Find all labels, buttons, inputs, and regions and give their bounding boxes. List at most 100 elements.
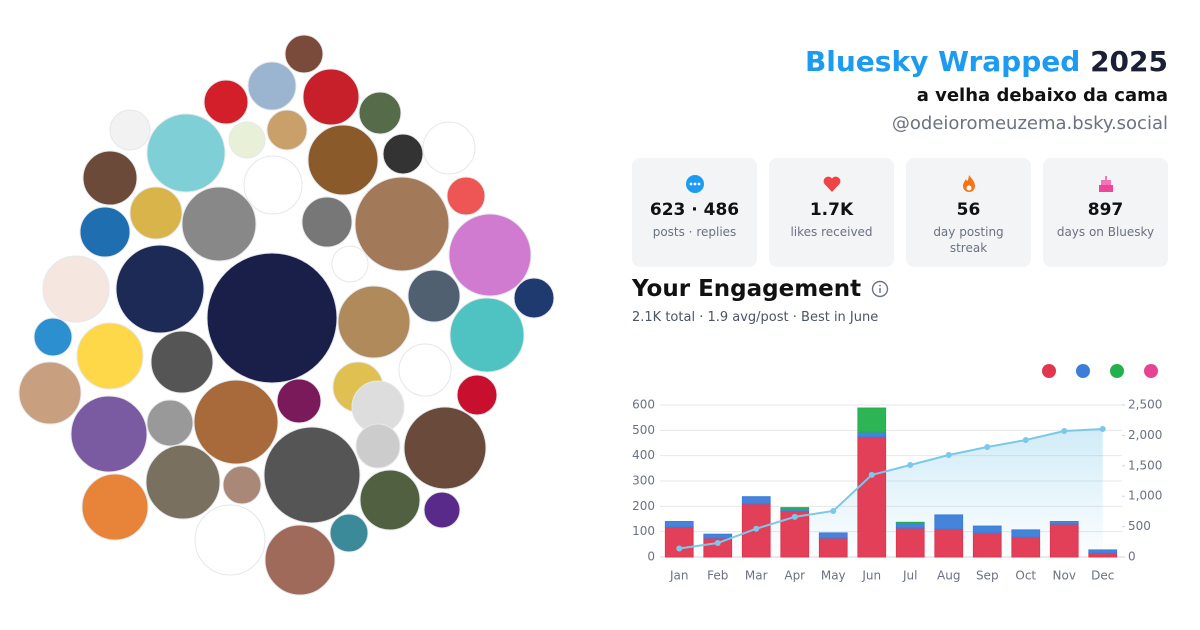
avatar[interactable] — [337, 285, 411, 359]
avatar[interactable] — [422, 121, 476, 175]
brand: Bluesky Wrapped — [804, 45, 1081, 78]
line-point — [868, 471, 875, 478]
avatar[interactable] — [264, 524, 336, 596]
bar-segment — [703, 533, 733, 539]
bar-segment — [895, 521, 925, 524]
x-tick-label: Sep — [976, 569, 999, 583]
avatar[interactable] — [194, 504, 266, 576]
avatar[interactable] — [243, 155, 303, 215]
bar-segment — [934, 528, 964, 558]
avatar[interactable] — [403, 406, 487, 490]
title: Bluesky Wrapped 2025 — [788, 44, 1168, 80]
avatar[interactable] — [307, 124, 379, 196]
bar-segment — [857, 407, 887, 433]
section-title: Your Engagement — [632, 276, 862, 302]
avatar[interactable] — [359, 469, 421, 531]
avatar[interactable] — [247, 61, 297, 111]
avatar[interactable] — [302, 68, 360, 126]
bar-segment — [1049, 523, 1079, 558]
section-heading: Your Engagement — [632, 276, 889, 302]
avatar[interactable] — [449, 297, 525, 373]
avatar[interactable] — [115, 244, 205, 334]
avatar[interactable] — [181, 186, 257, 262]
avatar[interactable] — [301, 196, 353, 248]
y-tick-label: 500 — [632, 423, 655, 437]
avatar-cloud — [18, 34, 555, 596]
avatar[interactable] — [145, 444, 221, 520]
info-icon[interactable] — [871, 280, 889, 298]
avatar[interactable] — [203, 79, 249, 125]
bar-segment — [895, 522, 925, 529]
legend-icon[interactable] — [1144, 364, 1158, 378]
avatar[interactable] — [329, 513, 369, 553]
avatar[interactable] — [129, 186, 183, 240]
avatar[interactable] — [109, 109, 151, 151]
bar-segment — [1088, 549, 1118, 554]
y-tick-label: 300 — [632, 474, 655, 488]
avatar[interactable] — [76, 322, 144, 390]
legend-icon[interactable] — [1042, 364, 1056, 378]
avatar[interactable] — [266, 109, 308, 151]
avatar[interactable] — [331, 245, 369, 283]
avatar[interactable] — [193, 379, 279, 465]
icon — [1098, 176, 1113, 192]
avatar[interactable] — [448, 213, 532, 297]
avatar[interactable] — [222, 465, 262, 505]
avatar[interactable] — [382, 133, 424, 175]
avatar[interactable] — [206, 252, 338, 384]
avatar[interactable] — [354, 176, 450, 272]
avatar[interactable] — [263, 426, 361, 524]
profile: a velha debaixo da cama @odeioromeuzema.… — [788, 82, 1168, 138]
summary: 2.1K total · 1.9 avg/post · Best in June — [632, 310, 879, 325]
bar-segment — [1011, 536, 1041, 558]
stat-label: days on Bluesky — [1056, 225, 1155, 239]
y2-tick-label: 2,000 — [1128, 428, 1162, 442]
avatar[interactable] — [276, 378, 322, 424]
avatar[interactable] — [513, 277, 555, 319]
x-tick-label: Mar — [745, 569, 768, 583]
avatar[interactable] — [150, 330, 214, 394]
avatar[interactable] — [33, 317, 73, 357]
x-tick-label: Aug — [937, 569, 960, 583]
stats: 623 · 486 posts · replies 1.7K likes rec… — [632, 158, 1168, 267]
stat-value: 56 — [956, 200, 981, 220]
bar-segment — [895, 527, 925, 558]
avatar[interactable] — [355, 423, 401, 469]
avatar[interactable] — [398, 343, 452, 397]
icon — [685, 175, 704, 193]
avatar[interactable] — [446, 176, 486, 216]
avatar[interactable] — [146, 399, 194, 447]
line-point — [907, 462, 914, 469]
avatar[interactable] — [358, 91, 402, 135]
line-point — [984, 444, 991, 451]
bar-segment — [1049, 521, 1079, 525]
legend-icon[interactable] — [1076, 364, 1090, 378]
avatar[interactable] — [79, 206, 131, 258]
bar-segment — [1011, 529, 1041, 538]
stat-card: 623 · 486 posts · replies — [632, 158, 757, 267]
handle[interactable]: @odeioromeuzema.bsky.social — [891, 113, 1168, 134]
avatar[interactable] — [407, 269, 461, 323]
bar-segment — [1088, 552, 1118, 558]
avatar[interactable] — [423, 491, 461, 529]
avatar[interactable] — [82, 150, 138, 206]
stat-label: likes received — [790, 225, 873, 239]
bar-segment — [780, 507, 810, 510]
icon — [962, 175, 975, 192]
stat-card: 897 days on Bluesky — [1043, 158, 1168, 267]
legend-icon[interactable] — [1110, 364, 1124, 378]
avatar[interactable] — [284, 34, 324, 74]
line-point — [1022, 437, 1029, 444]
avatar[interactable] — [81, 473, 149, 541]
avatar[interactable] — [42, 255, 110, 323]
avatar[interactable] — [18, 361, 82, 425]
avatar[interactable] — [456, 374, 498, 416]
avatar[interactable] — [146, 113, 226, 193]
line-point — [830, 507, 837, 514]
stat-label: day posting streak — [933, 225, 1004, 255]
year: 2025 — [1090, 45, 1168, 78]
line-point — [1061, 428, 1068, 435]
avatar[interactable] — [228, 121, 266, 159]
avatar[interactable] — [70, 395, 148, 473]
x-tick-label: Jan — [669, 569, 689, 583]
